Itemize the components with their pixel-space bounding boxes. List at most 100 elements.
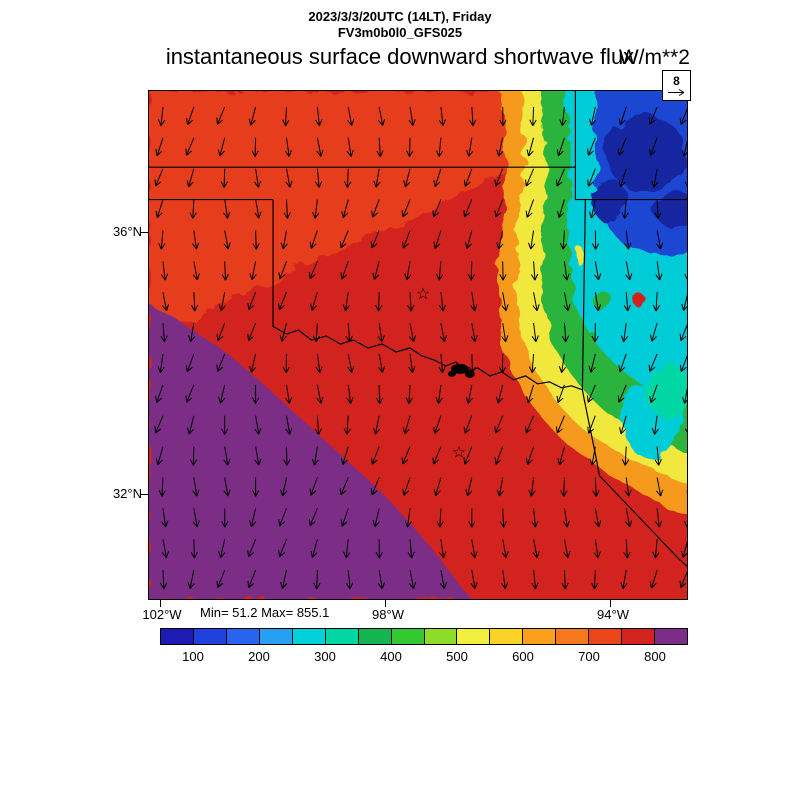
colorbar-labels: 100 200 300 400 500 600 700 800 <box>160 649 688 665</box>
wind-arrow-icon <box>370 446 380 465</box>
wind-arrow-icon <box>308 261 318 280</box>
wind-arrow-icon <box>216 569 226 589</box>
lat-label-36n: 36°N <box>112 224 142 239</box>
wind-arrow-icon <box>618 353 627 373</box>
wind-arrow-icon <box>283 446 291 466</box>
wind-arrow-icon <box>247 322 257 342</box>
lon-label-102w: 102°W <box>142 607 182 622</box>
colorbar-segment <box>391 629 425 644</box>
wind-arrow-icon <box>617 137 627 156</box>
wind-arrow-icon <box>494 446 504 465</box>
wind-arrow-icon <box>649 384 658 404</box>
wind-arrow-icon <box>278 261 287 280</box>
wind-arrow-icon <box>218 384 226 404</box>
wind-arrow-icon <box>188 323 196 343</box>
wind-arrow-icon <box>679 353 687 373</box>
wind-arrow-icon <box>282 106 290 127</box>
wind-arrow-icon <box>192 261 200 281</box>
wind-arrow-icon <box>192 477 200 497</box>
wind-arrow-icon <box>619 415 627 435</box>
wind-arrow-icon <box>683 508 687 528</box>
wind-arrow-icon <box>681 137 687 157</box>
wind-arrow-icon <box>624 230 632 250</box>
wind-arrow-icon <box>620 570 628 590</box>
wind-arrow-icon <box>249 353 257 373</box>
wind-arrow-icon <box>340 261 349 280</box>
wind-reference-box: 8 <box>662 70 691 101</box>
wind-arrow-icon <box>406 137 414 157</box>
colorbar-segment <box>358 629 392 644</box>
wind-arrow-icon <box>651 168 659 188</box>
wind-arrow-icon <box>591 323 599 343</box>
wind-arrow-icon <box>436 137 444 157</box>
colorbar-tick-label: 200 <box>248 649 270 664</box>
wind-arrow-icon <box>280 230 288 250</box>
flux-filled-contours <box>149 91 687 599</box>
wind-arrow-icon <box>499 106 507 127</box>
wind-arrow-icon <box>563 292 571 312</box>
wind-arrow-icon <box>651 415 659 435</box>
map-panel: ☆ ☆ <box>148 90 688 600</box>
wind-arrow-icon <box>649 137 658 156</box>
wind-arrow-icon <box>217 137 226 157</box>
wind-arrow-icon <box>432 446 442 465</box>
location-star-marker: ☆ <box>452 445 466 462</box>
wind-arrow-icon <box>625 261 633 281</box>
wind-arrow-icon <box>433 477 442 496</box>
wind-reference-arrow-icon <box>667 88 684 96</box>
flux-region-red-bright <box>149 91 618 341</box>
wind-arrow-icon <box>499 261 507 281</box>
wind-arrow-icon <box>310 292 318 311</box>
wind-arrow-icon <box>371 199 380 218</box>
wind-arrow-icon <box>470 292 478 312</box>
wind-arrow-icon <box>340 446 349 466</box>
wind-arrow-icon <box>155 384 164 404</box>
wind-arrow-icon <box>618 168 627 188</box>
wind-arrow-icon <box>285 168 293 188</box>
wind-arrow-icon <box>617 384 627 403</box>
min-max-stats: Min= 51.2 Max= 855.1 <box>200 605 330 620</box>
wind-arrow-icon <box>559 230 568 250</box>
wind-arrow-icon <box>469 106 477 127</box>
wind-arrow-icon <box>372 261 380 280</box>
wind-arrow-icon <box>594 261 602 281</box>
wind-arrow-icon <box>557 199 565 219</box>
wind-arrow-icon <box>285 415 293 435</box>
colorbar-segment <box>622 629 656 644</box>
wind-arrow-icon <box>189 199 197 219</box>
wind-arrow-icon <box>154 415 164 434</box>
wind-arrow-icon <box>221 261 229 281</box>
wind-arrow-icon <box>223 230 231 250</box>
wind-arrow-icon <box>621 446 630 466</box>
colorbar-tick-label: 500 <box>446 649 468 664</box>
wind-arrow-icon <box>652 539 660 559</box>
wind-arrow-icon <box>560 477 568 497</box>
wind-arrow-icon <box>192 508 200 528</box>
wind-arrow-icon <box>401 199 411 218</box>
wind-arrow-icon <box>401 446 411 465</box>
wind-arrow-icon <box>591 230 600 250</box>
wind-arrow-icon <box>223 199 231 219</box>
wind-arrow-icon <box>248 106 257 126</box>
wind-arrow-icon <box>526 137 535 157</box>
colorbar-segment <box>490 629 524 644</box>
wind-arrow-icon <box>408 353 416 374</box>
wind-arrow-icon <box>308 508 318 527</box>
wind-arrow-icon <box>588 353 596 373</box>
wind-arrow-icon <box>498 353 507 374</box>
wind-arrow-icon <box>464 230 473 250</box>
colorbar-segment <box>589 629 623 644</box>
wind-arrow-icon <box>345 570 354 590</box>
wind-arrow-icon <box>649 322 658 342</box>
wind-arrow-icon <box>309 477 318 496</box>
wind-arrow-icon <box>278 539 287 558</box>
wind-arrow-icon <box>155 199 164 218</box>
wind-arrow-icon <box>684 415 687 435</box>
wind-arrow-icon <box>282 353 290 374</box>
wind-arrow-icon <box>407 539 415 559</box>
flux-speckle-green <box>585 332 598 348</box>
wind-arrow-icon <box>561 323 570 343</box>
wind-arrow-icon <box>556 415 565 434</box>
wind-arrow-icon <box>470 322 478 343</box>
